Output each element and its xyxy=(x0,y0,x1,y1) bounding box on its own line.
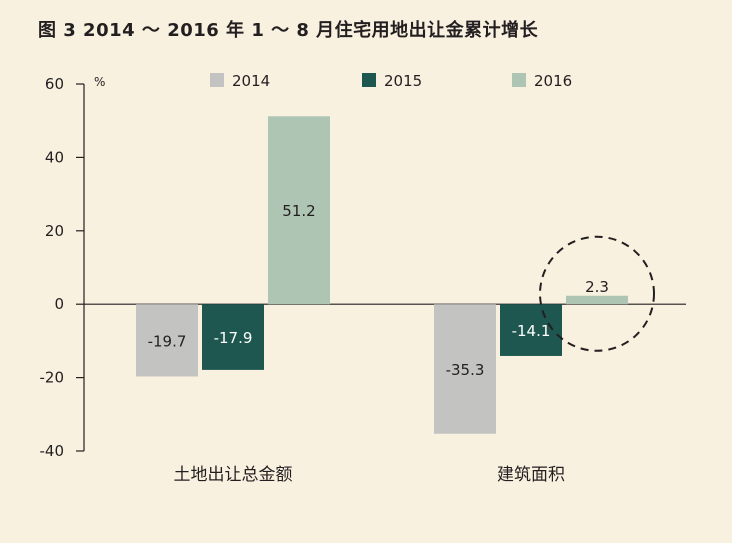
bar-2016-2 xyxy=(566,295,628,305)
bar-2014-1 xyxy=(136,304,198,377)
data-label: 51.2 xyxy=(282,202,315,220)
data-label: -14.1 xyxy=(512,322,551,340)
y-axis-unit: % xyxy=(94,75,105,89)
chart-title: 图 3 2014 ～ 2016 年 1 ～ 8 月住宅用地出让金累计增长 xyxy=(38,20,539,41)
legend-swatch-2014 xyxy=(210,73,224,87)
legend-label: 2014 xyxy=(232,72,270,90)
axes: -40 -20 0 20 40 60% xyxy=(40,75,686,460)
bar-2016-1 xyxy=(268,116,330,305)
legend-swatch-2015 xyxy=(362,73,376,87)
legend-swatch-2016 xyxy=(512,73,526,87)
highlight-circle xyxy=(539,235,655,352)
y-tick-label: 60 xyxy=(45,75,64,93)
y-tick-label: -40 xyxy=(40,442,65,460)
data-label: -17.9 xyxy=(214,329,253,347)
y-tick-label: -20 xyxy=(40,369,65,387)
data-label: -35.3 xyxy=(446,361,485,379)
legend: 2014 2015 2016 xyxy=(210,72,572,90)
legend-label: 2015 xyxy=(384,72,422,90)
bar-2014-2 xyxy=(434,304,496,434)
bars: -19.7 -17.9 51.2 土地出让总金额 -35.3 -14.1 2.3 建筑面积 xyxy=(136,116,655,485)
bar-2015-2 xyxy=(500,304,562,356)
data-label: -19.7 xyxy=(148,332,187,350)
category-label: 土地出让总金额 xyxy=(174,465,293,485)
category-label: 建筑面积 xyxy=(497,465,565,485)
y-tick-label: 40 xyxy=(45,148,64,166)
y-tick-label: 0 xyxy=(54,295,64,313)
data-label: 2.3 xyxy=(585,278,609,296)
bar-2015-1 xyxy=(202,304,264,370)
legend-label: 2016 xyxy=(534,72,572,90)
y-tick-label: 20 xyxy=(45,222,64,240)
